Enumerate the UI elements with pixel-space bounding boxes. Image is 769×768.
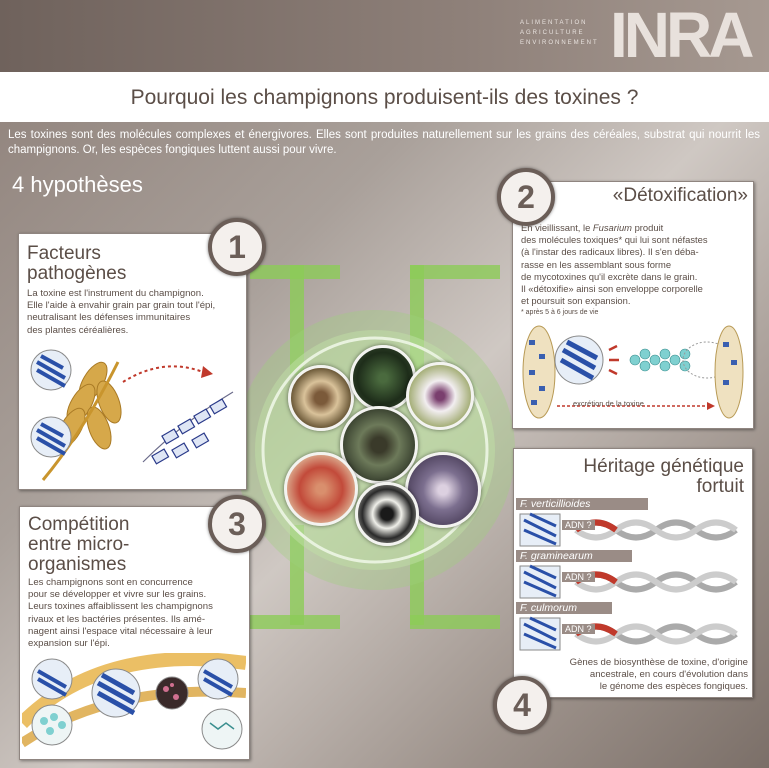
species-label: F. verticillioides xyxy=(516,498,648,510)
adn-label: ADN ? xyxy=(562,572,595,582)
panel-4-text: Gènes de biosynthèse de toxine, d'origin… xyxy=(569,657,748,693)
panel-2-text: En vieillissant, le Fusarium produit des… xyxy=(521,222,708,307)
section-subtitle: 4 hypothèses xyxy=(12,172,143,197)
petri-dish xyxy=(406,362,474,430)
inra-logo[interactable]: INRA xyxy=(610,0,754,71)
species-row: F. culmorum ADN ? xyxy=(516,602,748,659)
species-label: F. culmorum xyxy=(516,602,612,614)
panel-hypothesis-4: Héritage génétique fortuit F. verticilli… xyxy=(513,448,753,698)
wheat-infection-illustration xyxy=(30,349,234,481)
petri-dish xyxy=(284,452,358,526)
header-band xyxy=(0,0,769,72)
adn-label: ADN ? xyxy=(562,520,595,530)
competition-illustration xyxy=(22,653,246,750)
panel-2-caption: excrétion de la toxine xyxy=(573,399,644,408)
panel-3-text: Les champignons sont en concurrence pour… xyxy=(28,577,213,650)
intro-text: Les toxines sont des molécules complexes… xyxy=(8,129,760,156)
number-badge-1: 1 xyxy=(208,218,266,276)
adn-label: ADN ? xyxy=(562,624,595,634)
logo-tagline: ALIMENTATION AGRICULTURE ENVIRONNEMENT xyxy=(520,20,599,46)
panel-3-title: Compétition entre micro- organismes xyxy=(28,514,130,575)
petri-dish xyxy=(350,345,416,411)
page-title: Pourquoi les champignons produisent-ils … xyxy=(130,86,639,109)
panel-hypothesis-2: «Détoxification» En vieillissant, le Fus… xyxy=(512,181,754,429)
panel-hypothesis-1: Facteurs pathogènes La toxine est l'inst… xyxy=(18,233,247,490)
petri-dish xyxy=(288,365,354,431)
corn-detox-illustration xyxy=(522,325,744,419)
dna-strand xyxy=(519,616,738,651)
panel-2-footnote: * après 5 à 6 jours de vie xyxy=(521,309,599,316)
number-badge-2: 2 xyxy=(497,168,555,226)
panel-hypothesis-3: Compétition entre micro- organismes Les … xyxy=(19,506,250,760)
panel-1-text: La toxine est l'instrument du champignon… xyxy=(27,288,216,336)
number-badge-3: 3 xyxy=(208,495,266,553)
panel-2-title: «Détoxification» xyxy=(612,185,748,206)
panel-1-title: Facteurs pathogènes xyxy=(27,243,127,284)
species-row: F. graminearum ADN ? xyxy=(516,550,748,607)
number-badge-4: 4 xyxy=(493,676,551,734)
dna-strand xyxy=(519,564,738,599)
dna-strand xyxy=(519,512,738,547)
title-bar xyxy=(0,72,769,122)
species-label: F. graminearum xyxy=(516,550,632,562)
petri-dish xyxy=(355,482,419,546)
species-row: F. verticillioides ADN ? xyxy=(516,498,748,555)
panel-4-title: Héritage génétique fortuit xyxy=(583,456,744,497)
